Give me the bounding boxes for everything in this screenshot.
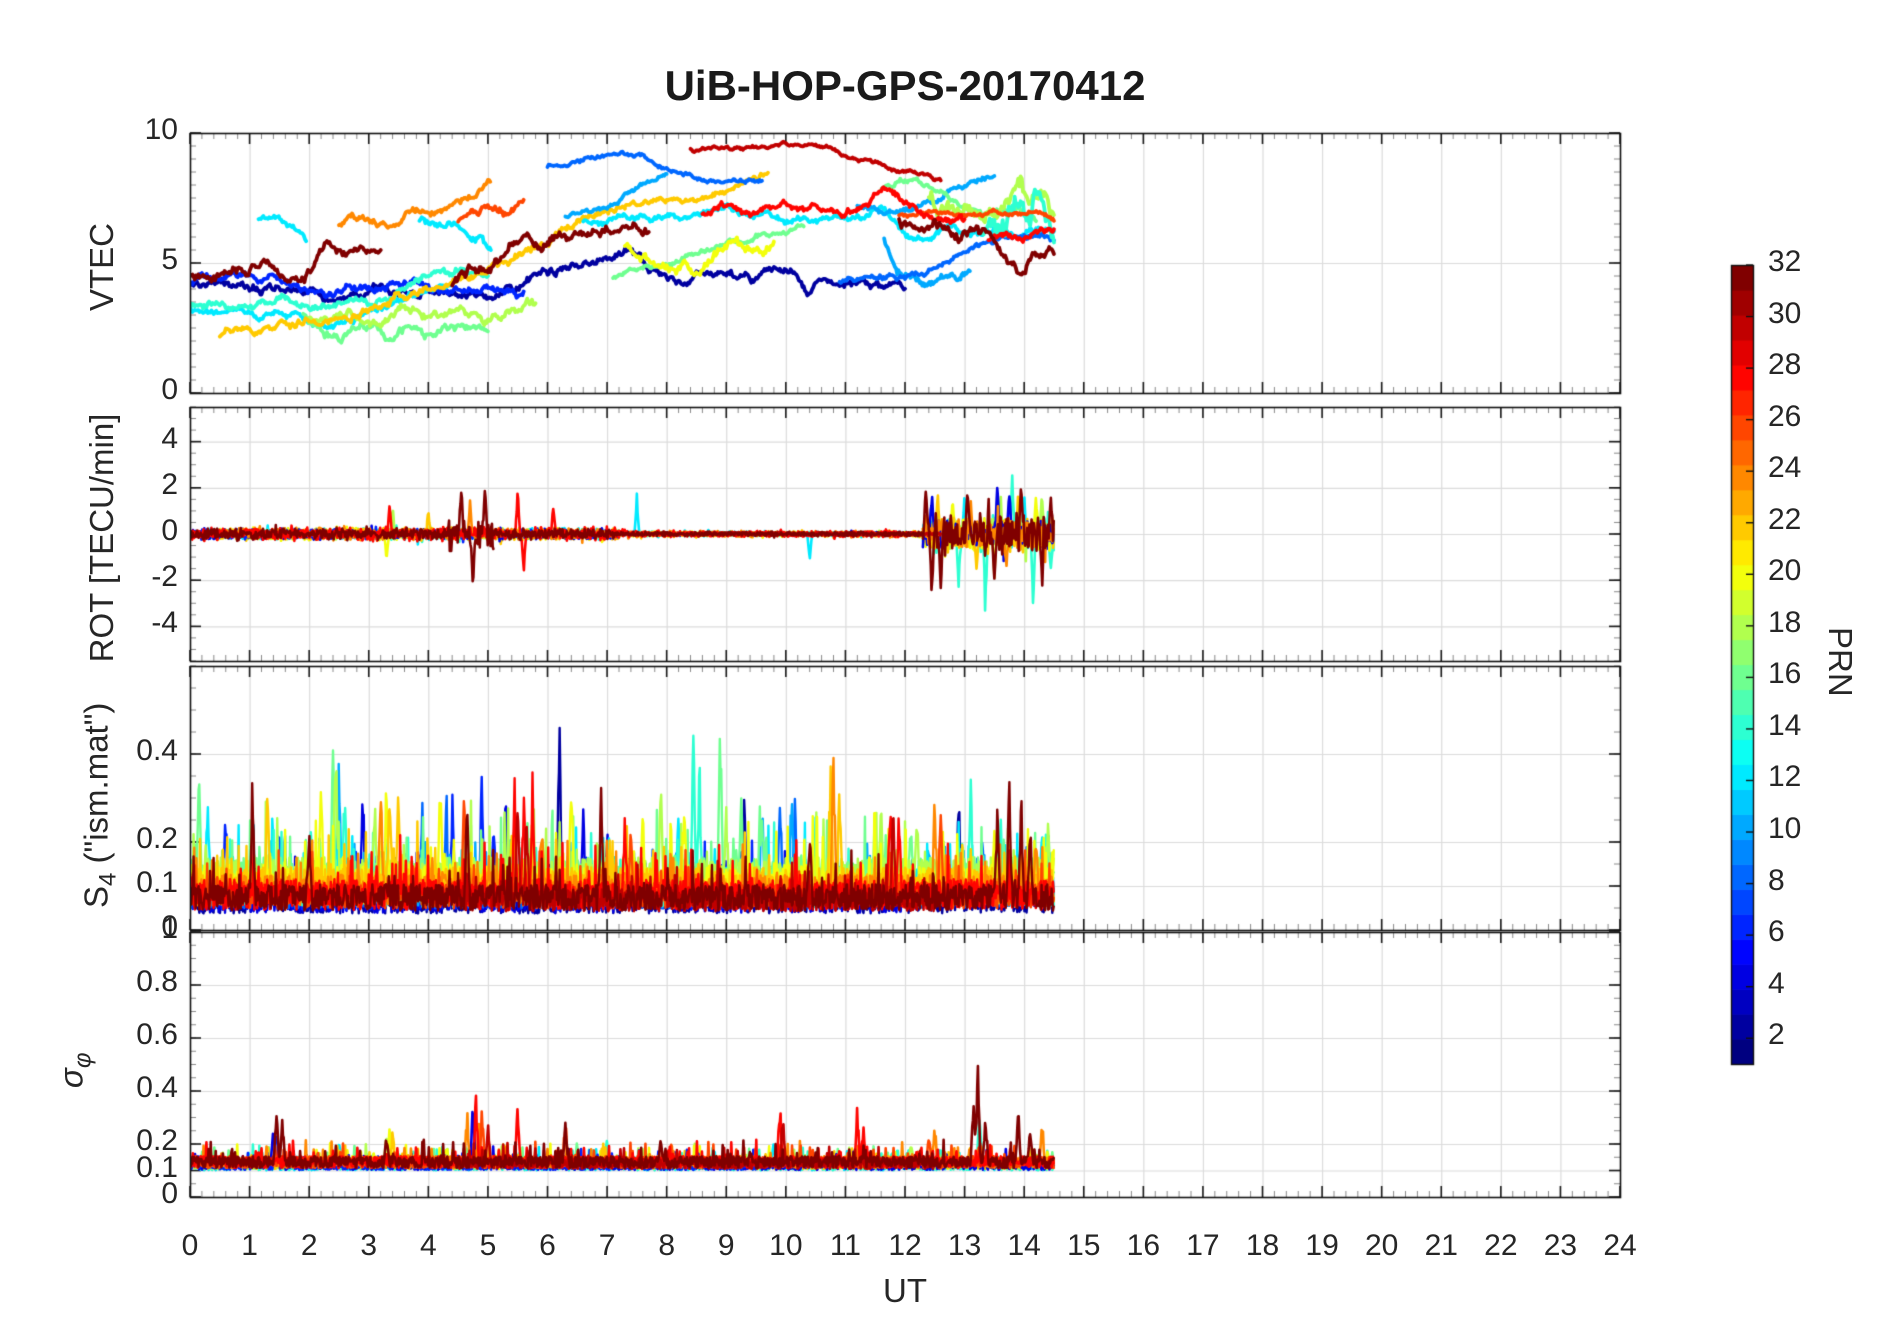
y-tick-label: 0.4 bbox=[136, 1071, 178, 1104]
x-tick-label: 19 bbox=[1305, 1229, 1339, 1262]
y-tick-label: 0 bbox=[161, 514, 178, 547]
x-tick-label: 23 bbox=[1543, 1229, 1578, 1262]
colorbar-tick-label: 16 bbox=[1768, 657, 1802, 691]
colorbar-tick-label: 4 bbox=[1768, 966, 1785, 1000]
x-tick-label: 22 bbox=[1484, 1229, 1518, 1262]
x-tick-label: 4 bbox=[419, 1229, 437, 1262]
x-tick-label: 6 bbox=[539, 1229, 556, 1262]
x-tick-label: 18 bbox=[1245, 1229, 1280, 1262]
x-tick-label: 24 bbox=[1603, 1229, 1637, 1262]
y-tick-label: 0.6 bbox=[136, 1018, 178, 1051]
colorbar-tick-label: 20 bbox=[1768, 554, 1802, 588]
x-tick-label: 9 bbox=[717, 1229, 735, 1262]
y-tick-label: 0 bbox=[161, 910, 178, 943]
x-tick-label: 15 bbox=[1067, 1229, 1101, 1262]
x-tick-label: 1 bbox=[241, 1229, 258, 1262]
y-tick-label: 0.2 bbox=[136, 1124, 178, 1157]
x-tick-label: 20 bbox=[1364, 1229, 1399, 1262]
colorbar-tick-label: 28 bbox=[1768, 348, 1802, 382]
y-tick-label: 0.4 bbox=[136, 734, 178, 767]
x-tick-label: 17 bbox=[1186, 1229, 1220, 1262]
y-tick-label: -4 bbox=[151, 606, 178, 640]
colorbar-tick-label: 8 bbox=[1768, 863, 1785, 897]
x-tick-label: 14 bbox=[1007, 1229, 1041, 1262]
x-tick-label: 10 bbox=[769, 1229, 803, 1262]
x-tick-label: 11 bbox=[829, 1229, 861, 1262]
colorbar-tick-label: 12 bbox=[1768, 760, 1802, 794]
x-tick-label: 2 bbox=[300, 1229, 318, 1262]
x-tick-label: 13 bbox=[947, 1229, 982, 1262]
colorbar-tick-label: 2 bbox=[1768, 1018, 1785, 1052]
x-tick-label: 7 bbox=[598, 1229, 616, 1262]
y-tick-label: 5 bbox=[161, 243, 178, 276]
y-tick-label: 2 bbox=[161, 467, 178, 501]
x-tick-label: 5 bbox=[479, 1229, 497, 1262]
chart-title: UiB-HOP-GPS-20170412 bbox=[664, 62, 1146, 109]
x-tick-label: 0 bbox=[181, 1229, 199, 1262]
sigma-phi-axis-label: σφ bbox=[52, 1052, 97, 1089]
y-tick-label: 4 bbox=[161, 421, 178, 455]
y-tick-label: 0.8 bbox=[136, 965, 178, 998]
colorbar-tick-label: 6 bbox=[1768, 915, 1785, 949]
colorbar-tick-label: 26 bbox=[1768, 399, 1802, 433]
x-tick-label: 16 bbox=[1126, 1229, 1161, 1262]
x-tick-label: 8 bbox=[658, 1229, 675, 1262]
y-tick-label: 0.2 bbox=[136, 822, 178, 855]
colorbar-tick-label: 22 bbox=[1768, 502, 1802, 536]
y-tick-label: -2 bbox=[151, 560, 178, 594]
colorbar-tick-label: 32 bbox=[1768, 245, 1802, 278]
y-tick-label: 1 bbox=[161, 912, 178, 945]
colorbar-tick-label: 24 bbox=[1768, 451, 1802, 485]
colorbar-tick-label: 14 bbox=[1768, 708, 1802, 742]
colorbar-tick-label: 30 bbox=[1768, 296, 1802, 330]
y-tick-label: 0 bbox=[161, 373, 178, 406]
colorbar-tick-label: 18 bbox=[1768, 605, 1802, 639]
xaxis-label: UT bbox=[883, 1272, 927, 1309]
y-tick-label: 0 bbox=[161, 1177, 178, 1210]
x-tick-label: 12 bbox=[888, 1229, 922, 1262]
colorbar-tick-label: 10 bbox=[1768, 812, 1802, 846]
y-tick-label: 10 bbox=[144, 113, 178, 146]
x-tick-label: 21 bbox=[1424, 1229, 1458, 1262]
y-tick-label: 0.1 bbox=[136, 1150, 178, 1184]
y-tick-label: 0.1 bbox=[136, 866, 178, 899]
x-tick-label: 3 bbox=[360, 1229, 378, 1262]
